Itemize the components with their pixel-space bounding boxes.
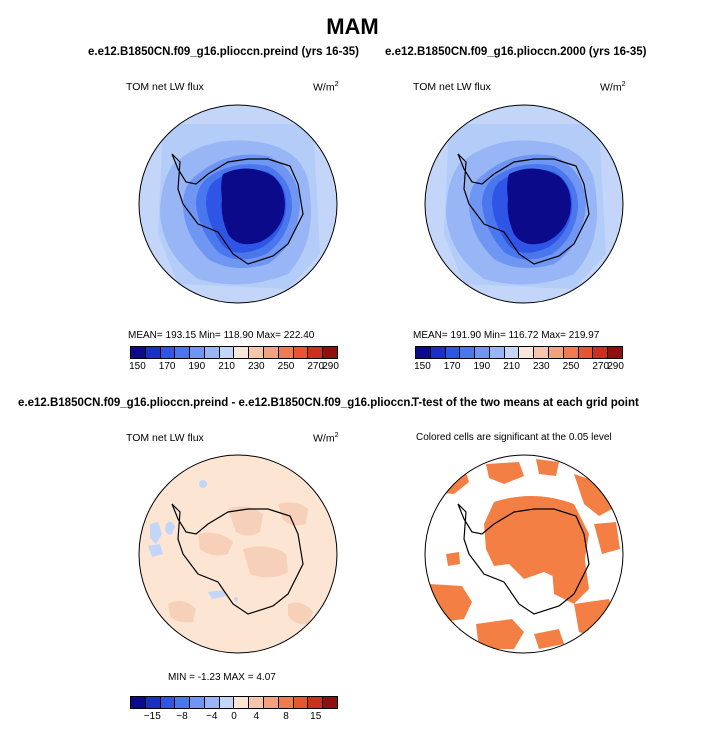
colorbar-swatch	[264, 697, 279, 708]
polar-map-ttest	[424, 454, 624, 654]
colorbar-difference	[130, 696, 338, 709]
stats-difference: MIN = -1.23 MAX = 4.07	[168, 672, 276, 683]
polar-map-difference	[138, 454, 338, 654]
colorbar-swatch	[160, 347, 176, 358]
colorbar-swatch	[175, 347, 191, 358]
polar-map-preind	[138, 104, 338, 304]
colorbar-swatch	[234, 697, 250, 708]
colorbar-swatch	[578, 347, 594, 358]
colorbar-tick-label: 190	[188, 361, 206, 372]
colorbar-preind	[130, 346, 338, 359]
colorbar-tick-label: 150	[129, 361, 146, 372]
colorbar-tick-label: 150	[414, 361, 431, 372]
colorbar-tick-label: 4	[253, 711, 260, 722]
colorbar-swatch	[475, 347, 490, 358]
colorbar-tick-label: 0	[231, 711, 237, 722]
colorbar-swatch	[145, 347, 161, 358]
colorbar-tick-label: 210	[218, 361, 235, 372]
colorbar-swatch	[204, 347, 220, 358]
case-title-2000: e.e12.B1850CN.f09_g16.plioccn.2000 (yrs …	[385, 46, 647, 58]
colorbar-tick-label: 270	[592, 361, 610, 372]
colorbar-swatch	[416, 347, 431, 358]
colorbar-swatch	[293, 347, 309, 358]
colorbar-swatch	[323, 347, 337, 358]
stats-preind: MEAN= 193.15 Min= 118.90 Max= 222.40	[128, 330, 315, 341]
significance-note: Colored cells are significant at the 0.0…	[416, 432, 612, 443]
colorbar-swatch	[249, 347, 265, 358]
case-title-difference: e.e12.B1850CN.f09_g16.plioccn.preind - e…	[18, 397, 413, 409]
colorbar-tick-label: 250	[562, 361, 580, 372]
colorbar-tick-label: 290	[607, 361, 624, 372]
colorbar-swatch	[293, 697, 309, 708]
units-label: W/m2	[600, 81, 626, 94]
colorbar-swatch	[534, 347, 550, 358]
colorbar-swatch	[549, 347, 564, 358]
colorbar-tick-label: 230	[247, 361, 265, 372]
units-label: W/m2	[313, 432, 339, 445]
colorbar-swatch	[278, 347, 294, 358]
colorbar-swatch	[445, 347, 461, 358]
colorbar-swatch	[204, 697, 220, 708]
colorbar-swatch	[593, 347, 609, 358]
stats-2000: MEAN= 191.90 Min= 116.72 Max= 219.97	[413, 330, 600, 341]
colorbar-swatch	[145, 697, 161, 708]
colorbar-swatch	[249, 697, 265, 708]
colorbar-swatch	[608, 347, 622, 358]
colorbar-swatch	[234, 347, 250, 358]
colorbar-swatch	[563, 347, 579, 358]
colorbar-tick-label: 210	[503, 361, 520, 372]
colorbar-swatch	[264, 347, 279, 358]
colorbar-swatch	[430, 347, 446, 358]
colorbar-labels-difference: −15 −8 −4 0 4 8 15	[130, 711, 338, 723]
colorbar-2000	[415, 346, 623, 359]
colorbar-swatch	[219, 347, 235, 358]
colorbar-swatch	[323, 697, 337, 708]
colorbar-labels-preind: 150 170 190 210 230 250 270 290	[129, 361, 339, 373]
colorbar-tick-label: −15	[143, 711, 161, 722]
colorbar-tick-label: −4	[206, 711, 218, 722]
colorbar-tick-label: 270	[307, 361, 325, 372]
case-title-preind: e.e12.B1850CN.f09_g16.plioccn.preind (yr…	[88, 46, 360, 58]
colorbar-swatch	[160, 697, 176, 708]
colorbar-swatch	[175, 697, 191, 708]
colorbar-swatch	[278, 697, 294, 708]
colorbar-swatch	[308, 347, 324, 358]
colorbar-swatch	[131, 697, 146, 708]
colorbar-tick-label: 170	[158, 361, 176, 372]
colorbar-tick-label: 15	[310, 711, 322, 722]
colorbar-swatch	[460, 347, 476, 358]
colorbar-swatch	[308, 697, 324, 708]
colorbar-tick-label: 8	[283, 711, 289, 722]
colorbar-labels-2000: 150 170 190 210 230 250 270 290	[414, 361, 624, 373]
colorbar-tick-label: 290	[322, 361, 339, 372]
colorbar-tick-label: 230	[532, 361, 550, 372]
colorbar-swatch	[504, 347, 520, 358]
variable-label: TOM net LW flux	[413, 81, 491, 93]
colorbar-tick-label: 170	[443, 361, 461, 372]
colorbar-tick-label: 190	[473, 361, 491, 372]
colorbar-swatch	[190, 697, 205, 708]
case-title-ttest: T-test of the two means at each grid poi…	[412, 397, 639, 409]
main-title: MAM	[326, 14, 379, 39]
variable-label: TOM net LW flux	[126, 432, 204, 444]
colorbar-swatch	[519, 347, 535, 358]
colorbar-tick-label: 250	[277, 361, 295, 372]
colorbar-swatch	[131, 347, 146, 358]
colorbar-tick-label: −8	[176, 711, 188, 722]
colorbar-swatch	[219, 697, 235, 708]
colorbar-swatch	[190, 347, 205, 358]
polar-map-2000	[424, 104, 624, 304]
units-label: W/m2	[313, 81, 339, 94]
variable-label: TOM net LW flux	[126, 81, 204, 93]
colorbar-swatch	[489, 347, 505, 358]
